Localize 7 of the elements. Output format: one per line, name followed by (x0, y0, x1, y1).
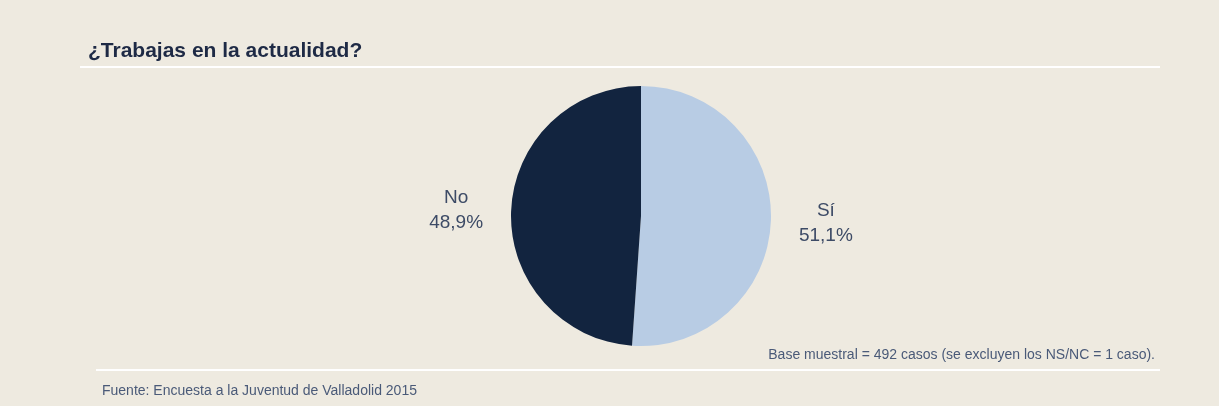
data-label: 51,1% (798, 223, 853, 245)
source-note: Fuente: Encuesta a la Juventud de Valladolid 2015 (102, 382, 417, 398)
data-label: 48,9% (429, 210, 484, 232)
text: ¿Trabajas en la actualidad? (88, 38, 363, 62)
slice-label: No (443, 185, 469, 207)
text: Base muestral = 492 casos (se excluyen los NS/NC = 1 caso). (768, 346, 1155, 362)
slice-label: Sí (816, 198, 836, 220)
